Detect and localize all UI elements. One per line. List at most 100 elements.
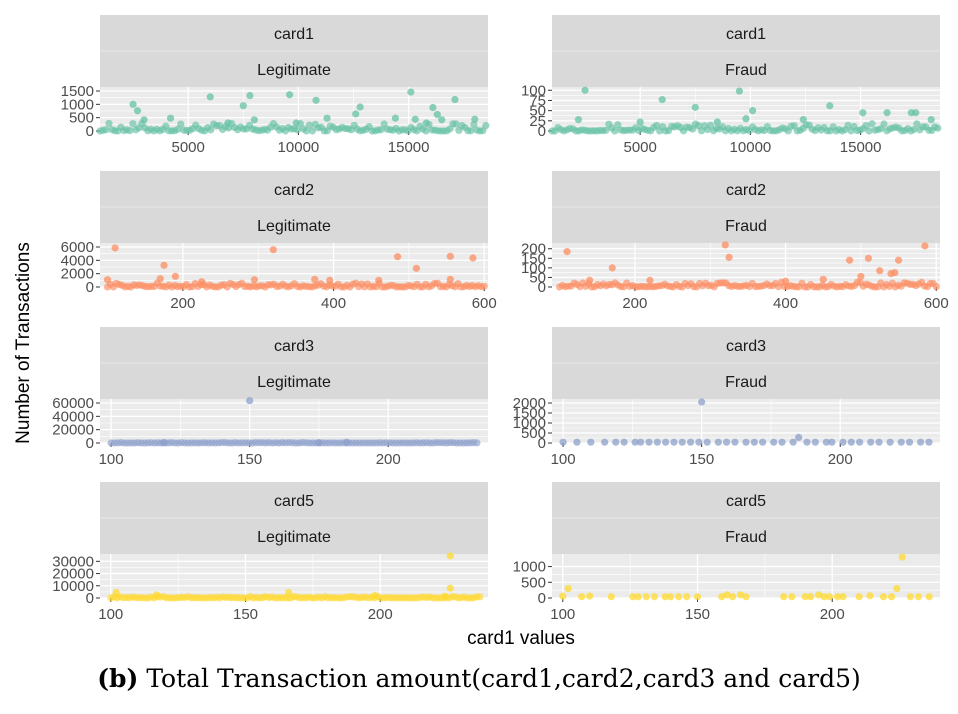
y-tick-label: 0 bbox=[86, 590, 94, 607]
plot-panel bbox=[552, 243, 940, 287]
y-tick-label: 0 bbox=[86, 123, 94, 140]
data-point bbox=[742, 593, 750, 601]
x-tick-label: 600 bbox=[924, 295, 949, 312]
data-point bbox=[480, 282, 488, 290]
data-point bbox=[799, 115, 807, 124]
data-point bbox=[636, 118, 644, 126]
data-point bbox=[910, 125, 918, 134]
facet-strip-class bbox=[100, 363, 488, 399]
y-tick-label: 75 bbox=[529, 92, 546, 109]
data-point bbox=[308, 127, 316, 135]
data-point bbox=[412, 264, 421, 272]
data-point bbox=[921, 242, 929, 250]
x-tick-label: 5000 bbox=[623, 139, 656, 156]
data-point bbox=[875, 438, 883, 446]
data-point bbox=[713, 118, 721, 126]
facet-strip-card-label: card1 bbox=[726, 26, 766, 43]
data-point bbox=[887, 593, 896, 601]
y-tick-label: 1000 bbox=[513, 415, 546, 432]
facet-strip-class-label: Fraud bbox=[725, 374, 767, 391]
y-tick-label: 0 bbox=[86, 435, 94, 452]
facet-strip-card-label: card3 bbox=[274, 338, 314, 355]
y-tick-label: 0 bbox=[538, 123, 546, 140]
data-point bbox=[703, 438, 711, 446]
y-tick-label: 20000 bbox=[52, 566, 94, 583]
data-point bbox=[377, 126, 385, 134]
data-point bbox=[678, 438, 686, 446]
data-point bbox=[371, 591, 379, 600]
y-tick-label: 6000 bbox=[61, 239, 94, 256]
y-tick-label: 0 bbox=[538, 435, 546, 452]
data-point bbox=[778, 438, 786, 446]
y-tick-label: 40000 bbox=[52, 408, 94, 425]
facet-strip-card bbox=[100, 15, 488, 51]
data-point bbox=[666, 593, 675, 601]
data-point bbox=[166, 114, 175, 122]
facet-strip-class-label: Fraud bbox=[725, 62, 767, 79]
data-point bbox=[845, 256, 854, 264]
plot-panel bbox=[552, 399, 940, 443]
data-point bbox=[927, 115, 935, 124]
data-point bbox=[608, 264, 616, 272]
data-point bbox=[438, 116, 446, 124]
data-point bbox=[790, 122, 798, 130]
data-point bbox=[698, 398, 706, 406]
data-point bbox=[171, 272, 179, 280]
data-point bbox=[634, 593, 642, 601]
data-point bbox=[156, 275, 164, 283]
data-point bbox=[695, 438, 703, 446]
data-point bbox=[728, 593, 737, 601]
facet-strip-class bbox=[552, 51, 940, 87]
x-tick-label: 200 bbox=[376, 451, 401, 468]
data-point bbox=[807, 593, 815, 601]
x-tick-label: 100 bbox=[550, 606, 575, 623]
data-point bbox=[111, 244, 119, 252]
facet-strip-class bbox=[552, 518, 940, 554]
data-point bbox=[912, 109, 920, 117]
x-tick-label: 600 bbox=[472, 295, 497, 312]
facet-strip-class-label: Legitimate bbox=[257, 218, 331, 235]
data-point bbox=[429, 103, 437, 112]
data-point bbox=[246, 397, 254, 405]
facet-strip-class bbox=[552, 363, 940, 399]
data-point bbox=[642, 593, 650, 601]
data-point bbox=[573, 438, 581, 446]
caption-label: (b) bbox=[97, 664, 139, 693]
data-point bbox=[102, 126, 110, 134]
data-point bbox=[653, 121, 661, 130]
data-point bbox=[246, 91, 254, 100]
data-point bbox=[380, 120, 388, 128]
data-point bbox=[446, 584, 454, 592]
data-point bbox=[356, 103, 364, 111]
data-point bbox=[471, 115, 479, 123]
data-point bbox=[578, 593, 586, 601]
data-point bbox=[315, 439, 323, 447]
data-point bbox=[803, 438, 811, 446]
data-point bbox=[293, 126, 301, 134]
data-point bbox=[781, 277, 790, 285]
y-tick-label: 100 bbox=[521, 260, 546, 277]
data-point bbox=[801, 593, 809, 601]
x-tick-label: 400 bbox=[773, 295, 798, 312]
data-point bbox=[612, 438, 620, 446]
data-point bbox=[422, 119, 430, 127]
data-point bbox=[105, 119, 113, 128]
data-point bbox=[112, 588, 120, 597]
facet-strip-card-label: card5 bbox=[726, 493, 766, 510]
data-point bbox=[602, 126, 610, 134]
y-tick-label: 1500 bbox=[513, 405, 546, 422]
data-point bbox=[446, 252, 454, 260]
y-tick-label: 0 bbox=[538, 279, 546, 296]
y-tick-label: 1000 bbox=[513, 559, 546, 576]
data-point bbox=[925, 438, 933, 446]
data-point bbox=[789, 438, 797, 446]
data-point bbox=[393, 253, 402, 261]
data-point bbox=[479, 127, 487, 135]
data-point bbox=[140, 116, 148, 124]
data-point bbox=[239, 102, 247, 110]
data-point bbox=[932, 283, 940, 291]
data-point bbox=[323, 114, 331, 122]
data-point bbox=[670, 438, 678, 446]
